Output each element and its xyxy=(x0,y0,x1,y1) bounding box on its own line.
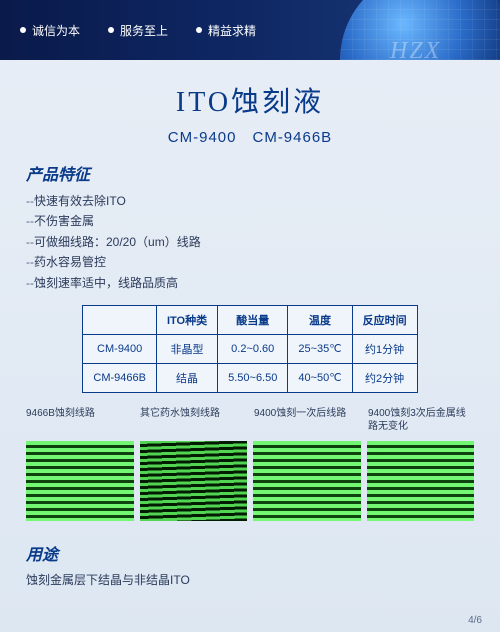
globe-graphic: HZX xyxy=(340,0,500,60)
page-number: 4/6 xyxy=(468,615,482,626)
dash-prefix: -- xyxy=(26,276,34,290)
main-content: ITO蚀刻液 CM-9400 CM-9466B 产品特征 --快速有效去除ITO… xyxy=(0,60,500,588)
header-text: 服务至上 xyxy=(120,22,168,39)
feature-item: --不伤害金属 xyxy=(26,211,474,231)
th-acid: 酸当量 xyxy=(218,305,288,334)
cell: 约1分钟 xyxy=(352,334,417,363)
cell: 5.50~6.50 xyxy=(218,363,288,392)
image-captions: 9466B蚀刻线路 其它药水蚀刻线路 9400蚀刻一次后线路 9400蚀刻3次后… xyxy=(26,407,474,441)
caption-1: 9466B蚀刻线路 xyxy=(26,407,132,433)
header-bar: 诚信为本 服务至上 精益求精 HZX xyxy=(0,0,500,60)
table-row: CM-9400 非晶型 0.2~0.60 25~35℃ 约1分钟 xyxy=(83,334,417,363)
spec-table-wrap: ITO种类 酸当量 温度 反应时间 CM-9400 非晶型 0.2~0.60 2… xyxy=(26,305,474,393)
th-blank xyxy=(83,305,157,334)
dash-prefix: -- xyxy=(26,255,34,269)
cell: 25~35℃ xyxy=(288,334,352,363)
image-strip xyxy=(26,441,474,521)
features-heading: 产品特征 xyxy=(26,161,474,185)
caption-2: 其它药水蚀刻线路 xyxy=(140,407,246,433)
cell-model: CM-9466B xyxy=(83,363,157,392)
sample-image-3 xyxy=(253,441,361,521)
header-slogan-3: 精益求精 xyxy=(196,22,256,39)
header-slogan-2: 服务至上 xyxy=(108,22,168,39)
table-row: CM-9466B 结晶 5.50~6.50 40~50℃ 约2分钟 xyxy=(83,363,417,392)
page-title: ITO蚀刻液 xyxy=(26,80,474,120)
sample-image-4 xyxy=(367,441,475,521)
spec-table: ITO种类 酸当量 温度 反应时间 CM-9400 非晶型 0.2~0.60 2… xyxy=(82,305,417,393)
features-list: --快速有效去除ITO --不伤害金属 --可做细线路：20/20（um）线路 … xyxy=(26,191,474,293)
header-text: 精益求精 xyxy=(208,22,256,39)
usage-text: 蚀刻金属层下结晶与非结晶ITO xyxy=(26,571,474,588)
cell: 0.2~0.60 xyxy=(218,334,288,363)
cell: 约2分钟 xyxy=(352,363,417,392)
cell: 40~50℃ xyxy=(288,363,352,392)
feature-item: --药水容易管控 xyxy=(26,252,474,272)
caption-3: 9400蚀刻一次后线路 xyxy=(254,407,360,433)
sample-image-1 xyxy=(26,441,134,521)
dash-prefix: -- xyxy=(26,214,34,228)
page-subtitle: CM-9400 CM-9466B xyxy=(26,126,474,147)
feature-item: --快速有效去除ITO xyxy=(26,191,474,211)
bullet-icon xyxy=(108,27,114,33)
usage-heading: 用途 xyxy=(26,541,474,565)
feature-item: --蚀刻速率适中，线路品质高 xyxy=(26,273,474,293)
caption-4: 9400蚀刻3次后金属线路无变化 xyxy=(368,407,474,433)
th-ito-type: ITO种类 xyxy=(156,305,217,334)
th-temp: 温度 xyxy=(288,305,352,334)
th-time: 反应时间 xyxy=(352,305,417,334)
bullet-icon xyxy=(196,27,202,33)
globe-text: HZX xyxy=(390,38,441,60)
dash-prefix: -- xyxy=(26,194,34,208)
header-text: 诚信为本 xyxy=(32,22,80,39)
cell-model: CM-9400 xyxy=(83,334,157,363)
table-header-row: ITO种类 酸当量 温度 反应时间 xyxy=(83,305,417,334)
dash-prefix: -- xyxy=(26,235,34,249)
cell: 结晶 xyxy=(156,363,217,392)
feature-item: --可做细线路：20/20（um）线路 xyxy=(26,232,474,252)
header-slogan-1: 诚信为本 xyxy=(20,22,80,39)
bullet-icon xyxy=(20,27,26,33)
cell: 非晶型 xyxy=(156,334,217,363)
sample-image-2 xyxy=(140,441,248,521)
